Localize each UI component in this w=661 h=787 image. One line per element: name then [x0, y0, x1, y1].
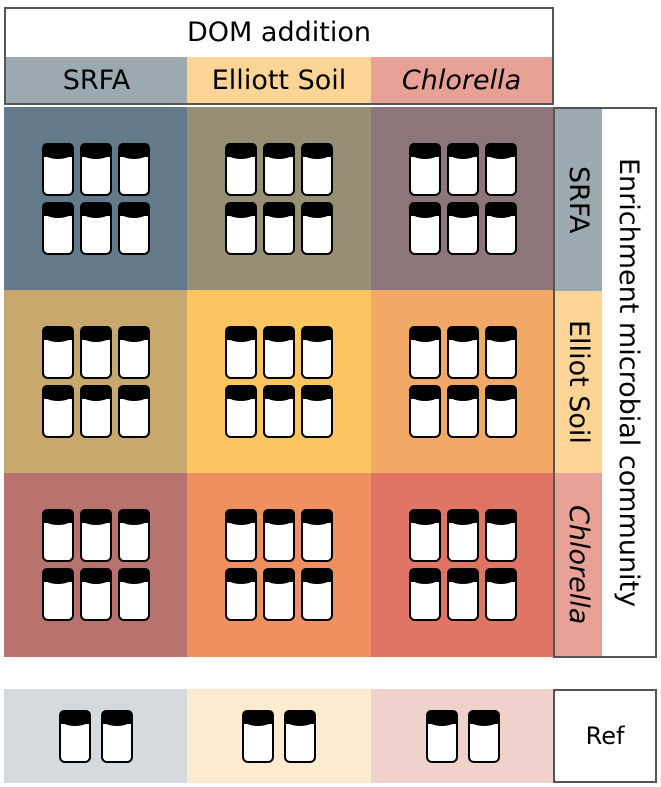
column-header-srfa: SRFA — [6, 57, 187, 103]
treatment-cell — [187, 290, 371, 473]
sample-jar-icon — [117, 201, 150, 255]
sample-jar-icon — [301, 142, 333, 196]
sample-jar-icon — [409, 568, 441, 621]
sample-jar-icon — [447, 384, 479, 438]
sample-jar-icon — [41, 142, 74, 196]
sample-jar-icon — [409, 509, 441, 562]
sample-jar-icon — [79, 142, 112, 196]
sample-jar-icon — [301, 509, 333, 562]
sample-jar-icon — [225, 384, 257, 438]
sample-jar-icon — [485, 568, 517, 621]
treatment-cell — [371, 107, 555, 290]
sample-jar-icon — [301, 325, 333, 379]
reference-cell — [4, 689, 187, 783]
sample-jar-icon — [301, 201, 333, 255]
treatment-cell — [371, 473, 555, 657]
reference-cell — [371, 689, 555, 783]
sample-jar-icon — [468, 709, 500, 763]
enrichment-community-title-wrap: Enrichment microbial community — [602, 109, 655, 656]
column-header-elliott-soil: Elliott Soil — [187, 57, 371, 103]
sample-jar-icon — [225, 201, 257, 255]
sample-jar-icon — [485, 509, 517, 562]
sample-jar-icon — [117, 325, 150, 379]
sample-jar-icon — [426, 709, 458, 763]
sample-jar-icon — [447, 325, 479, 379]
sample-jar-icon — [263, 384, 295, 438]
row-header-elliot-soil: Elliot Soil — [555, 291, 602, 473]
sample-jar-icon — [485, 384, 517, 438]
sample-jar-icon — [263, 325, 295, 379]
sample-jar-icon — [79, 201, 112, 255]
sample-jar-icon — [79, 568, 112, 621]
sample-jar-icon — [485, 201, 517, 255]
sample-jar-icon — [409, 201, 441, 255]
treatment-cell — [4, 107, 187, 290]
sample-jar-icon — [100, 709, 133, 763]
sample-jar-icon — [301, 568, 333, 621]
sample-jar-icon — [225, 325, 257, 379]
dom-addition-title: DOM addition — [187, 16, 371, 48]
sample-jar-icon — [117, 509, 150, 562]
sample-jar-icon — [225, 509, 257, 562]
sample-jar-icon — [447, 142, 479, 196]
row-header-elliot-soil-label: Elliot Soil — [563, 320, 594, 444]
reference-cell — [187, 689, 371, 783]
sample-jar-icon — [409, 325, 441, 379]
sample-jar-icon — [41, 384, 74, 438]
sample-jar-icon — [284, 709, 316, 763]
sample-jar-icon — [263, 201, 295, 255]
treatment-cell — [187, 473, 371, 657]
treatment-cell — [187, 107, 371, 290]
column-header-chlorella: Chlorella — [371, 57, 552, 103]
sample-jar-icon — [41, 568, 74, 621]
treatment-cell — [371, 290, 555, 473]
enrichment-community-title: Enrichment microbial community — [613, 157, 644, 608]
sample-jar-icon — [79, 325, 112, 379]
treatment-cell — [4, 473, 187, 657]
sample-jar-icon — [409, 142, 441, 196]
sample-jar-icon — [225, 568, 257, 621]
sample-jar-icon — [263, 568, 295, 621]
sample-jar-icon — [41, 325, 74, 379]
sample-jar-icon — [447, 509, 479, 562]
sample-jar-icon — [41, 201, 74, 255]
sample-jar-icon — [263, 142, 295, 196]
sample-jar-icon — [117, 384, 150, 438]
reference-label: Ref — [553, 689, 657, 783]
sample-jar-icon — [409, 384, 441, 438]
sample-jar-icon — [225, 142, 257, 196]
sample-jar-icon — [117, 568, 150, 621]
sample-jar-icon — [301, 384, 333, 438]
sample-jar-icon — [485, 142, 517, 196]
sample-jar-icon — [58, 709, 91, 763]
row-header-srfa-label: SRFA — [563, 166, 594, 234]
sample-jar-icon — [41, 509, 74, 562]
sample-jar-icon — [447, 201, 479, 255]
treatment-cell — [4, 290, 187, 473]
sample-jar-icon — [447, 568, 479, 621]
sample-jar-icon — [117, 142, 150, 196]
sample-jar-icon — [263, 509, 295, 562]
sample-jar-icon — [242, 709, 274, 763]
row-header-chlorella: Chlorella — [555, 473, 602, 656]
row-header-srfa: SRFA — [555, 109, 602, 291]
sample-jar-icon — [79, 384, 112, 438]
sample-jar-icon — [79, 509, 112, 562]
row-header-chlorella-label: Chlorella — [563, 504, 594, 625]
sample-jar-icon — [485, 325, 517, 379]
